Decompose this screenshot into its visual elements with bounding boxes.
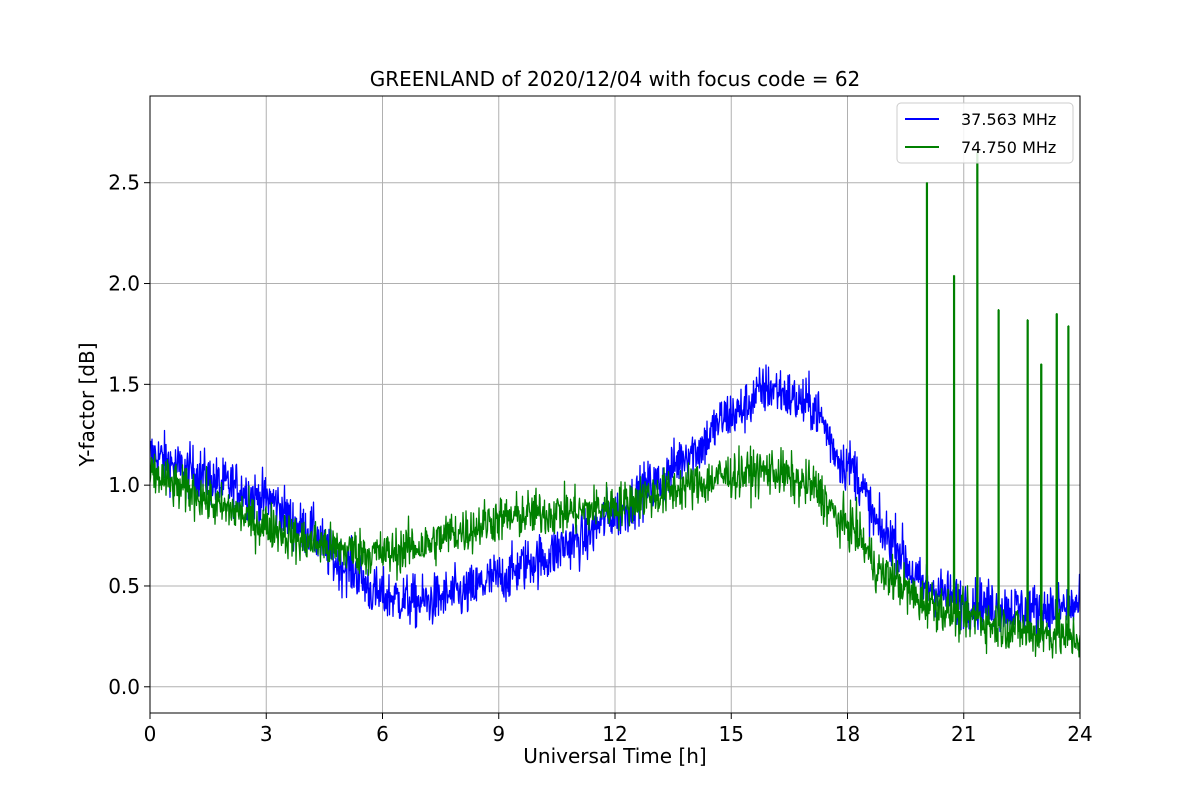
- y-axis-label: Y-factor [dB]: [75, 342, 99, 467]
- x-tick-label-4: 12: [602, 722, 627, 746]
- legend-box: [896, 102, 1074, 164]
- x-tick-label-5: 15: [719, 722, 744, 746]
- x-tick-label-8: 24: [1067, 722, 1092, 746]
- series-line-0: [150, 364, 1080, 643]
- grid-lines: [149, 96, 1081, 713]
- x-tick-label-3: 9: [492, 722, 505, 746]
- y-tick-label-2: 1.0: [108, 473, 140, 497]
- series-line-1: [150, 151, 1080, 659]
- plot-series-group: [150, 151, 1080, 659]
- chart-title: GREENLAND of 2020/12/04 with focus code …: [370, 67, 861, 91]
- x-tick-label-0: 0: [144, 722, 157, 746]
- y-axis-ticks: 0.0 0.5 1.0 1.5 2.0 2.5: [108, 171, 150, 699]
- legend-label-1: 74.750 MHz: [961, 138, 1056, 157]
- y-tick-label-4: 2.0: [108, 272, 140, 296]
- legend: 37.563 MHz 74.750 MHz: [896, 102, 1074, 164]
- x-tick-label-2: 6: [376, 722, 389, 746]
- x-axis-label: Universal Time [h]: [523, 744, 706, 768]
- y-tick-label-1: 0.5: [108, 574, 140, 598]
- x-axis-ticks: 0 3 6 9 12 15 18 21 24: [144, 713, 1093, 746]
- x-tick-label-6: 18: [835, 722, 860, 746]
- y-tick-label-3: 1.5: [108, 372, 140, 396]
- x-tick-label-1: 3: [260, 722, 273, 746]
- legend-label-0: 37.563 MHz: [961, 110, 1056, 129]
- x-tick-label-7: 21: [951, 722, 976, 746]
- y-tick-label-0: 0.0: [108, 675, 140, 699]
- y-tick-label-5: 2.5: [108, 171, 140, 195]
